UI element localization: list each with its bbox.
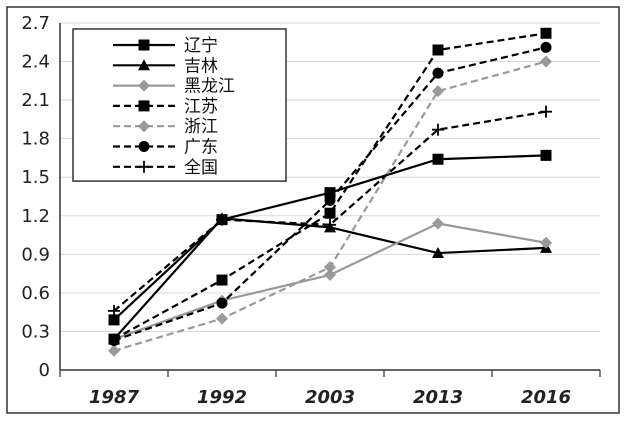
data-point: [540, 149, 552, 161]
legend-item: 吉林: [113, 56, 218, 76]
data-point: [540, 55, 552, 68]
y-tick-label: 1.2: [21, 206, 50, 227]
legend-label: 黑龙江: [184, 77, 235, 97]
y-tick-label: 2.7: [21, 13, 50, 34]
data-point: [108, 334, 120, 346]
data-point: [540, 27, 552, 39]
legend-label: 全国: [184, 158, 218, 178]
series-layer: [108, 27, 552, 357]
data-point: [108, 304, 120, 317]
y-tick-label: 2.4: [21, 52, 50, 73]
legend-marker: [138, 39, 150, 51]
y-tick-label: 0.6: [21, 283, 50, 304]
data-point: [324, 268, 336, 281]
legend-label: 浙江: [184, 117, 218, 137]
x-tick-label: 1992: [197, 387, 247, 408]
series-5: [108, 55, 552, 357]
legend-marker: [138, 141, 150, 152]
legend-item: 辽宁: [113, 36, 218, 56]
legend-item: 黑龙江: [113, 77, 235, 97]
data-point: [540, 105, 552, 118]
legend-box: [72, 28, 287, 182]
x-tick-label: 2016: [521, 387, 571, 408]
data-point: [324, 261, 336, 274]
y-tick-label: 1.5: [21, 167, 50, 188]
y-tick-label: 0.9: [21, 244, 50, 265]
data-point: [432, 153, 444, 165]
data-point: [108, 344, 120, 357]
legend-item: 广东: [113, 138, 218, 158]
legend-marker: [138, 120, 150, 133]
data-point: [432, 67, 444, 79]
data-point: [432, 217, 444, 230]
legend-item: 浙江: [113, 117, 218, 137]
legend-label: 江苏: [184, 97, 218, 117]
data-point: [324, 194, 336, 206]
series-line: [113, 46, 547, 342]
legend-item: 全国: [113, 158, 218, 178]
y-axis: 0 0.3 0.6 0.9 1.2 1.5 1.8 2.1 2.4 2.7: [21, 13, 50, 381]
data-point: [540, 41, 552, 53]
series-7: [108, 105, 552, 317]
data-point: [324, 218, 336, 231]
legend-label: 广东: [184, 138, 218, 158]
x-tick-label: 2003: [305, 387, 355, 408]
x-tick-label: 1987: [89, 387, 140, 408]
y-tick-label: 1.8: [21, 129, 50, 150]
data-point: [216, 213, 228, 226]
data-point: [432, 123, 444, 136]
data-point: [216, 312, 228, 325]
legend-marker: [138, 160, 150, 173]
data-point: [216, 274, 228, 286]
series-line: [113, 110, 547, 312]
data-point: [432, 85, 444, 98]
legend-label: 吉林: [184, 56, 218, 76]
y-tick-label: 2.1: [21, 90, 50, 111]
y-tick-label: 0: [39, 360, 50, 381]
legend-marker: [138, 79, 150, 92]
data-point: [540, 236, 552, 249]
x-tick-label: 2013: [413, 387, 463, 408]
legend-marker: [138, 100, 150, 112]
series-6: [108, 41, 552, 346]
legend-item: 江苏: [113, 97, 218, 117]
y-tick-label: 0.3: [21, 321, 50, 342]
grid-layer: [59, 22, 600, 371]
data-point: [216, 297, 228, 309]
series-line: [113, 32, 547, 341]
legend-marker: [138, 59, 150, 71]
data-point: [432, 247, 444, 259]
data-point: [324, 207, 336, 219]
legend-label: 辽宁: [184, 36, 218, 56]
x-axis: 1987 1992 2003 2013 2016: [59, 370, 601, 408]
data-point: [432, 44, 444, 56]
